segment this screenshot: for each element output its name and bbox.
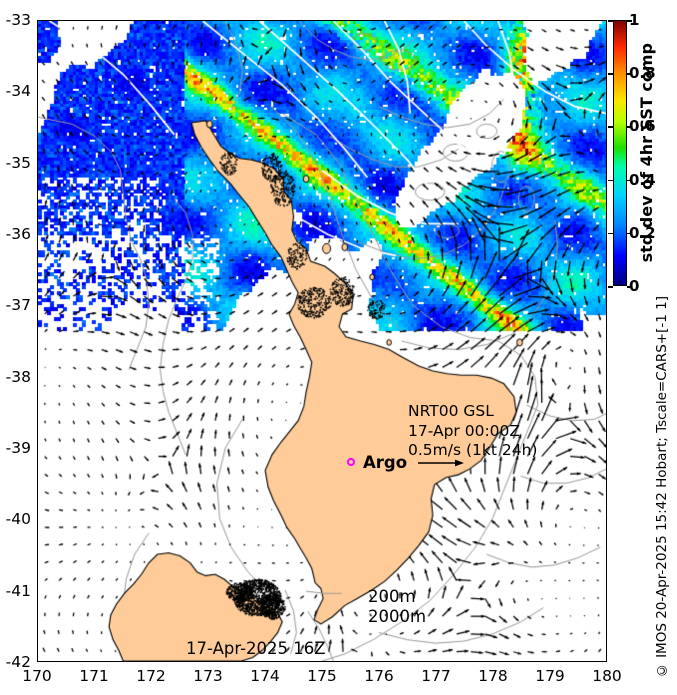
colorbar-tickmark [627,126,632,128]
colorbar-tick-0.8: 0.8 [629,64,656,83]
colorbar-axis-label-text: std dev of 4hr SST comp [636,43,656,263]
bathymetry-label-200m: 200m [368,587,416,606]
map-plot-area[interactable]: NRT00 GSL 17-Apr 00:00Z 0.5m/s (1kt 24h)… [37,20,607,662]
product-annotation: NRT00 GSL 17-Apr 00:00Z 0.5m/s (1kt 24h) [408,402,537,461]
colorbar-tickmark [627,179,632,182]
colorbar-axis-label: std dev of 4hr SST comp [636,20,656,286]
product-annotation-line2: 17-Apr 00:00Z [408,421,521,440]
x-axis-tick-labels: 170 171 172 173 174 175 176 177 178 179 180 [0,667,677,691]
product-annotation-line1: NRT00 GSL [408,402,494,420]
x-tick-174: 174 [250,667,280,685]
x-tick-178: 178 [478,667,508,685]
colorbar-tick-0.2: 0.2 [629,223,656,242]
bathymetry-label-2000m: 2000m [368,607,427,626]
y-tick--41: -41 [5,581,31,600]
x-tick-171: 171 [79,667,109,685]
x-tick-170: 170 [22,667,52,685]
colorbar-gradient [613,20,627,286]
date-stamp: 17-Apr-2025 16Z [186,639,326,658]
y-tick--36: -36 [5,225,31,243]
x-tick-180: 180 [592,667,622,685]
y-tick--42: -42 [5,653,31,671]
colorbar-tickmark [608,232,613,235]
velocity-scale-arrow-icon [418,459,464,467]
x-tick-172: 172 [136,667,166,685]
colorbar-tickmark [608,286,613,288]
product-annotation-line3: 0.5m/s (1kt 24h) [408,441,538,459]
y-axis-tick-labels: -33 -34 -35 -36 -37 -38 -39 -40 -41 -42 [0,0,31,695]
colorbar-tick-0.6: 0.6 [629,117,656,136]
colorbar-tickmark [608,126,613,128]
x-tick-176: 176 [364,667,394,685]
x-tick-175: 175 [307,667,337,685]
map-raster-canvas [38,21,606,661]
y-tick--39: -39 [5,439,31,457]
argo-label: Argo [363,453,408,472]
colorbar-tick-labels: 0 0.2 0.4 0.6 0.8 1 [608,11,673,295]
colorbar-tick-0.4: 0.4 [629,170,656,189]
credit-text: © IMOS 20-Apr-2025 15:42 Hobart; Tscale=… [652,296,672,688]
colorbar-tickmark [627,73,632,75]
colorbar-tick-0: 0 [629,277,640,295]
y-tick--33: -33 [5,11,31,29]
credit-text-value: © IMOS 20-Apr-2025 15:42 Hobart; Tscale=… [654,296,670,679]
x-tick-173: 173 [193,667,223,685]
y-tick--40: -40 [5,510,31,529]
y-tick--35: -35 [5,153,31,172]
colorbar-tickmark [627,232,632,235]
colorbar-tickmark [608,20,613,22]
x-tick-177: 177 [421,667,451,685]
colorbar-tick-1: 1 [629,11,640,29]
colorbar-tickmark [627,20,632,22]
colorbar-tickmark [627,286,632,288]
argo-float-marker[interactable] [347,458,355,466]
colorbar [613,20,627,286]
x-tick-179: 179 [535,667,565,685]
colorbar-tickmark [608,73,613,75]
colorbar-tickmark [608,179,613,182]
y-tick--38: -38 [5,367,31,386]
y-tick--37: -37 [5,296,31,315]
y-tick--34: -34 [5,82,31,101]
